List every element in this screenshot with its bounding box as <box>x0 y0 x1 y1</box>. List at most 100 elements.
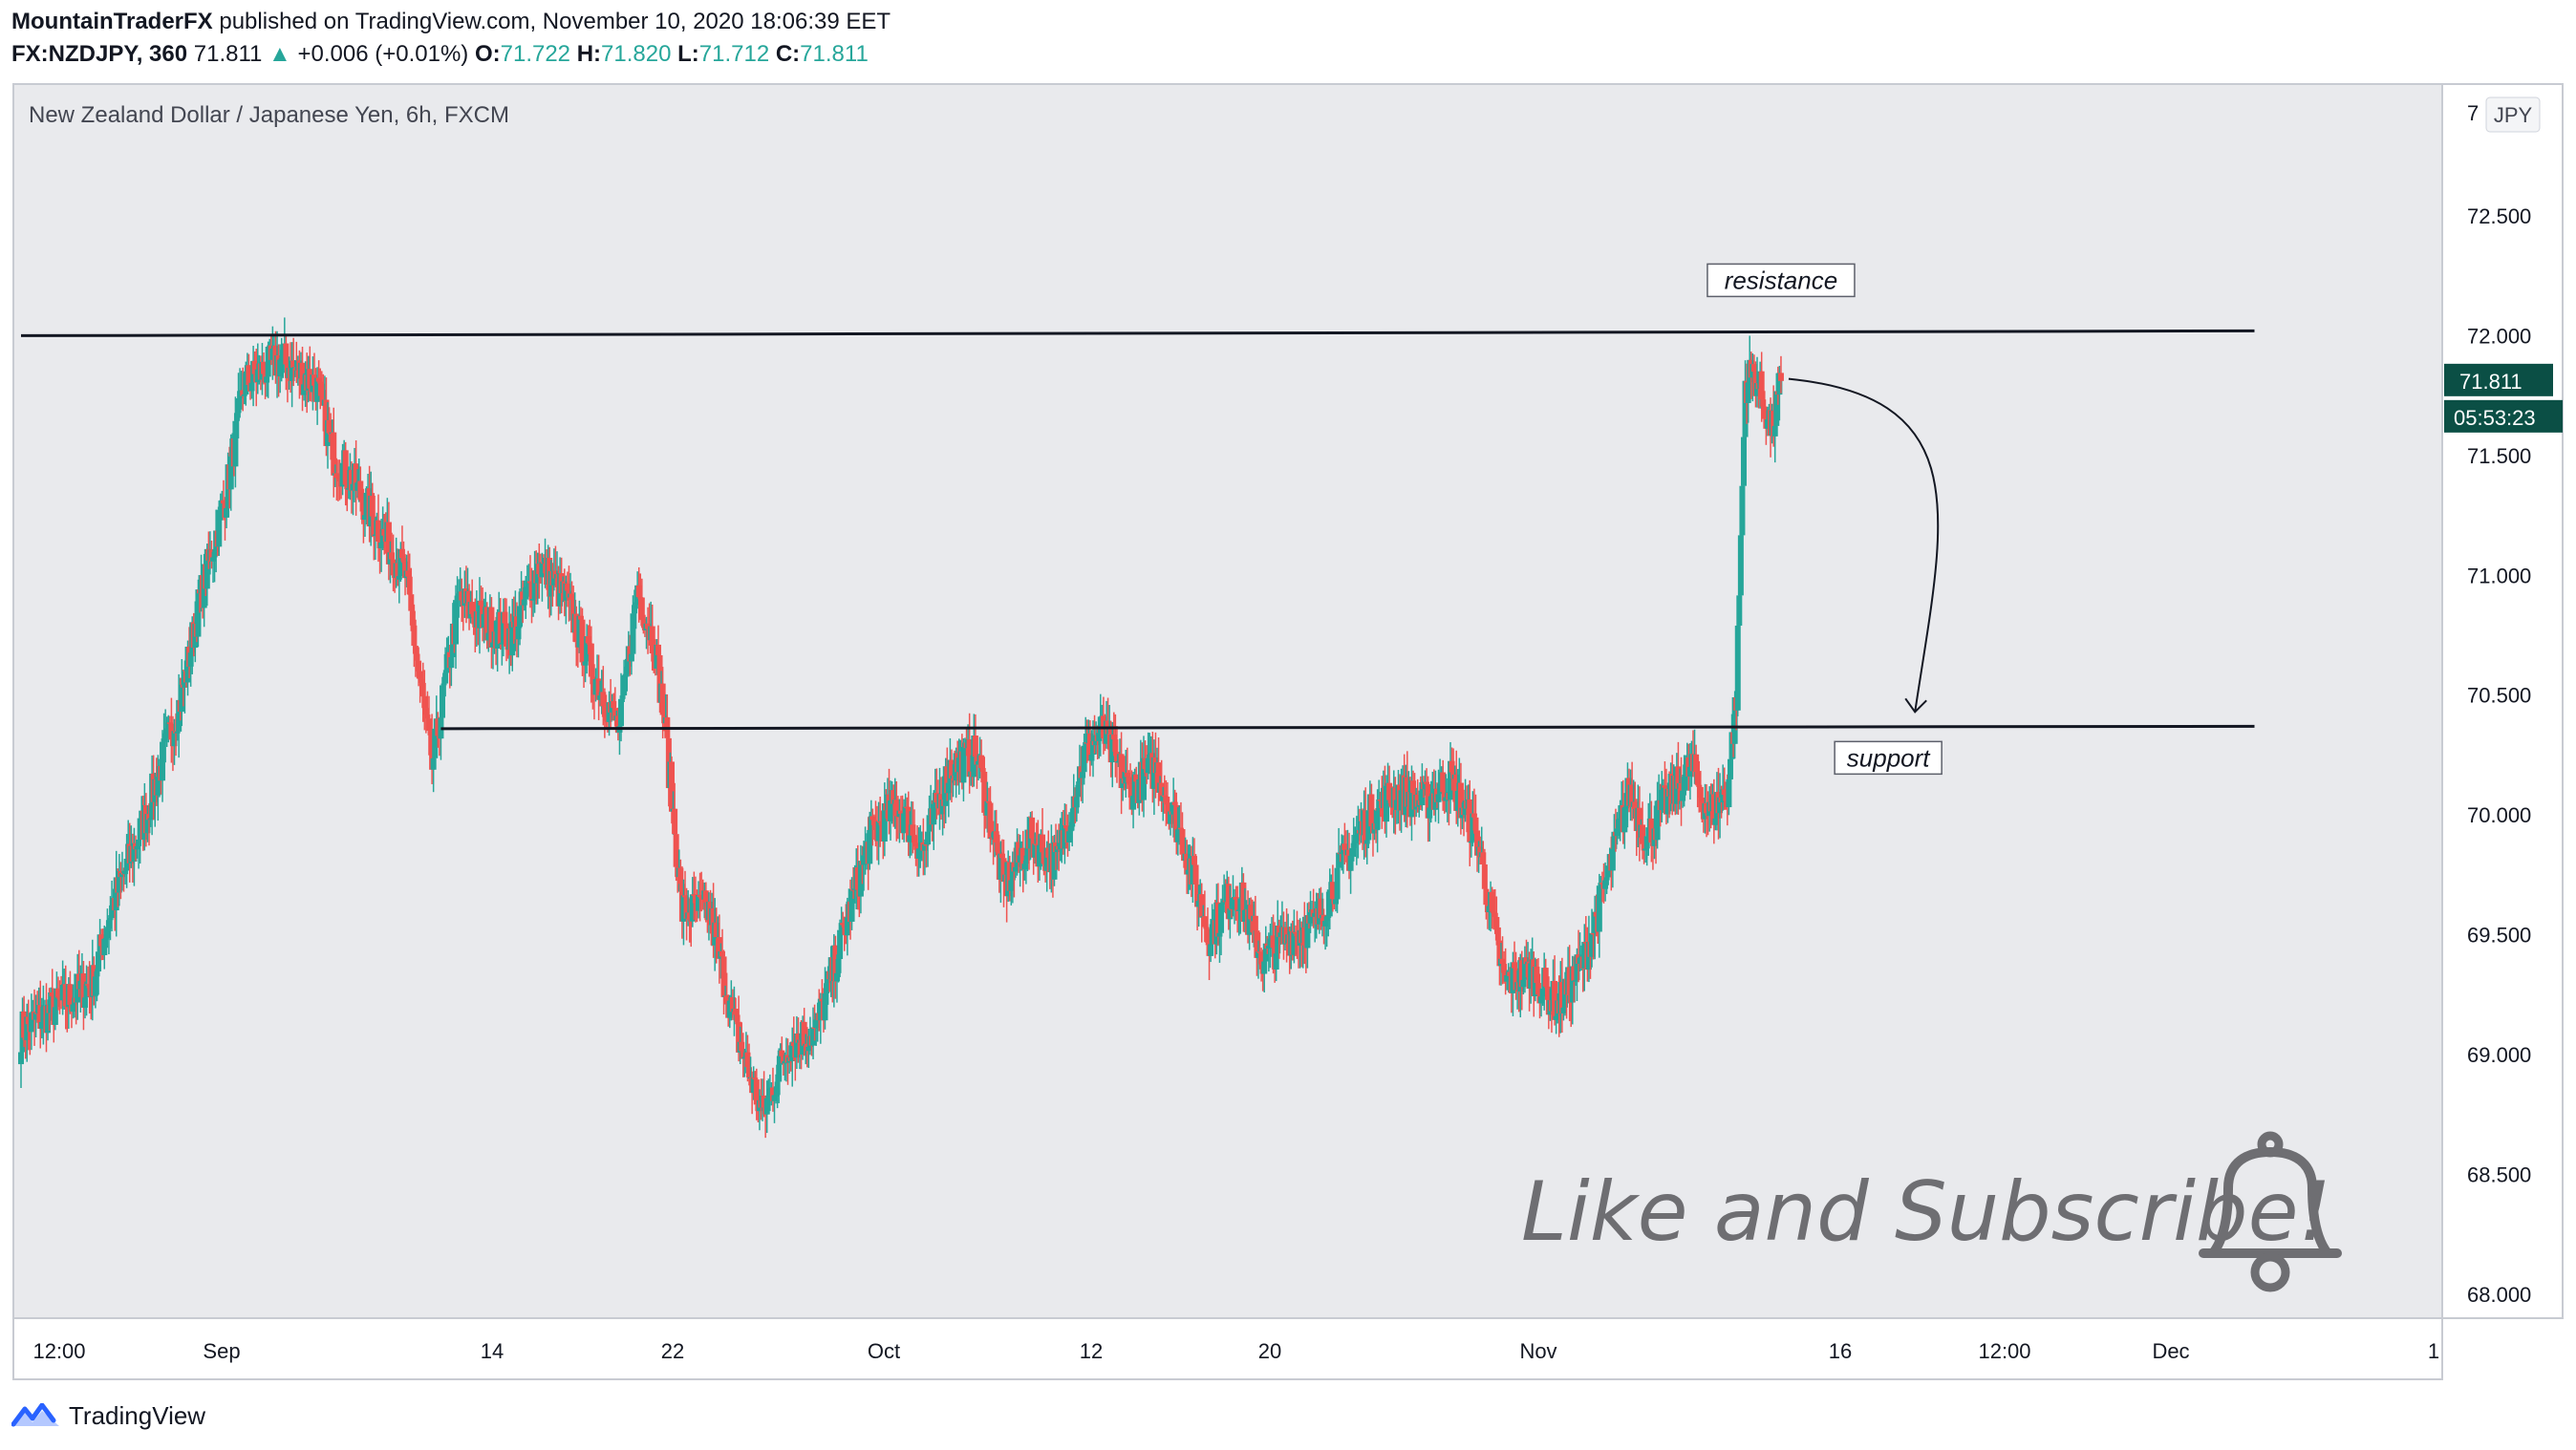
forecast-arrow[interactable] <box>1788 377 1940 713</box>
candle-body <box>54 988 61 998</box>
candle <box>893 780 900 842</box>
candle-body <box>1070 796 1077 822</box>
author-name[interactable]: MountainTraderFX <box>11 9 213 34</box>
candle-body <box>1350 842 1357 848</box>
candle-body <box>1472 817 1479 831</box>
candle-body <box>1513 968 1519 991</box>
support-label[interactable]: support <box>1834 740 1943 776</box>
candle <box>697 872 703 922</box>
candle-body <box>746 1067 753 1078</box>
candle <box>333 458 340 501</box>
candle-body <box>1136 778 1143 803</box>
y-tick-label: 70.000 <box>2467 803 2531 827</box>
support-text: support <box>1847 743 1931 772</box>
candle-body <box>1185 869 1191 875</box>
footer-brand[interactable]: TradingView <box>69 1400 206 1430</box>
candle <box>378 519 385 572</box>
candle-body <box>385 522 392 565</box>
candle-body <box>109 905 116 919</box>
candle-body <box>995 842 1001 852</box>
candle <box>1773 373 1780 433</box>
candle <box>137 811 143 864</box>
candle-body <box>1022 860 1029 864</box>
candle-body <box>1057 842 1063 850</box>
candle-body <box>217 506 224 510</box>
candle-body <box>1201 916 1208 928</box>
currency-badge[interactable] <box>2485 96 2541 133</box>
candle <box>1118 732 1125 815</box>
candle <box>86 961 93 1014</box>
candle <box>668 756 675 824</box>
candle <box>592 668 599 702</box>
candle-body <box>539 562 546 578</box>
candle <box>176 673 182 758</box>
candle-body <box>1173 804 1180 842</box>
candle <box>1696 760 1703 813</box>
candle-body <box>82 997 89 1008</box>
candle <box>1320 908 1327 945</box>
candle <box>123 834 130 888</box>
resistance-line[interactable] <box>20 329 2255 337</box>
candle <box>509 598 516 672</box>
candle-body <box>910 824 916 836</box>
candle <box>1521 946 1528 993</box>
candle <box>832 935 839 999</box>
candle <box>417 666 423 703</box>
candle-body <box>1110 734 1117 740</box>
candle-body <box>601 706 608 717</box>
candle <box>161 713 167 765</box>
time-axis[interactable] <box>12 1317 2443 1380</box>
candle-body <box>1572 980 1578 982</box>
candle-body <box>1457 782 1464 819</box>
candle-body <box>1198 894 1205 918</box>
candle-body <box>656 654 663 703</box>
candle-body <box>677 867 684 885</box>
candle-body <box>1255 951 1261 958</box>
candle <box>805 1029 812 1069</box>
chart-svg[interactable]: resistance support 68.000 68.500 69.000 69.5… <box>11 82 2565 1381</box>
last-price-label: 71.811 <box>2459 370 2522 394</box>
price-axis[interactable] <box>2441 83 2564 1319</box>
candle <box>1113 726 1120 783</box>
candle <box>500 598 506 657</box>
candle-body <box>422 708 429 715</box>
candle <box>1011 847 1018 898</box>
candle <box>443 637 450 680</box>
candle-body <box>719 950 725 957</box>
candle-body <box>1602 880 1609 889</box>
tradingview-footer[interactable]: TradingView <box>11 1397 205 1435</box>
candle-body <box>1088 755 1095 761</box>
resistance-label[interactable]: resistance <box>1707 263 1856 298</box>
candle <box>381 514 388 555</box>
candle <box>998 841 1004 904</box>
candle-body <box>1592 911 1599 933</box>
candle <box>910 801 916 854</box>
candle-body <box>948 759 955 778</box>
candle-body <box>1641 843 1647 851</box>
candle-body <box>146 814 153 821</box>
price-change: +0.006 (+0.01%) <box>297 41 469 67</box>
candle-body <box>409 610 416 626</box>
candle-body <box>1507 971 1513 976</box>
support-line[interactable] <box>440 724 2255 731</box>
candle <box>635 566 642 623</box>
candle <box>1491 889 1497 930</box>
candle-body <box>998 853 1005 859</box>
candle <box>1386 765 1393 807</box>
candle <box>107 896 114 941</box>
candle <box>390 534 397 591</box>
candle-body <box>478 600 484 606</box>
candle-body <box>85 984 92 986</box>
candle <box>32 994 39 1038</box>
candle-body <box>168 723 175 740</box>
x-tick-label: 20 <box>1258 1339 1281 1363</box>
candles-group <box>18 317 1784 1139</box>
candle-body <box>1723 795 1729 801</box>
plot-area[interactable] <box>12 83 2443 1319</box>
candle-body <box>24 1016 31 1040</box>
candle-body <box>1496 940 1503 967</box>
candle-body <box>105 920 112 929</box>
candle-body <box>1191 856 1197 865</box>
candle-body <box>1312 912 1319 917</box>
chart-frame[interactable]: resistance support 68.000 68.500 69.000 69.5… <box>11 82 2565 1381</box>
